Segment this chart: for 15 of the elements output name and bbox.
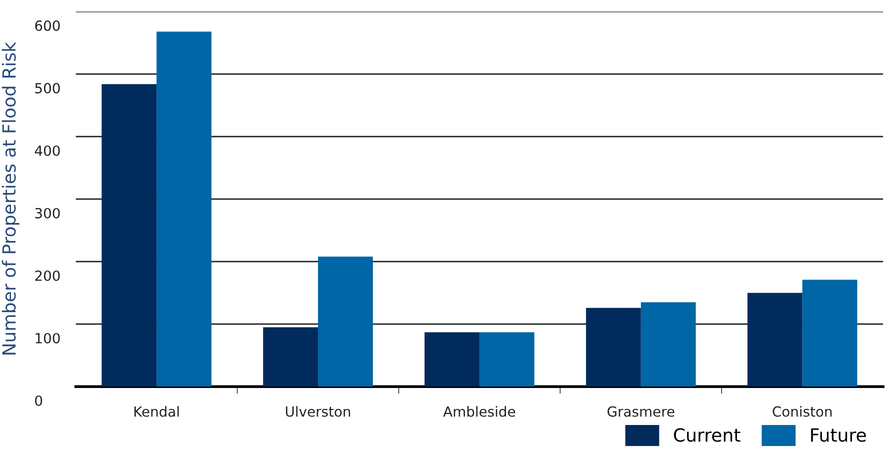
x-tick-label: Coniston (772, 406, 832, 417)
y-tick-label: 600 (35, 20, 60, 31)
y-axis-title: Number of Properties at Flood Risk (2, 42, 20, 355)
y-tick-label: 400 (34, 145, 60, 156)
x-tick-label: Grasmere (608, 406, 674, 417)
y-tick-label: 200 (35, 270, 60, 281)
legend-label: Future (811, 428, 866, 442)
x-tick-label: Ambleside (443, 406, 516, 417)
x-tick-label: Ulverston (286, 406, 350, 417)
y-tick-label: 500 (35, 82, 60, 94)
y-tick-label: 100 (36, 332, 60, 344)
y-tick-label: 300 (35, 208, 60, 218)
y-tick-label: 0 (35, 395, 42, 406)
x-tick-label: Kendal (134, 406, 179, 417)
legend-label: Current (674, 428, 740, 442)
